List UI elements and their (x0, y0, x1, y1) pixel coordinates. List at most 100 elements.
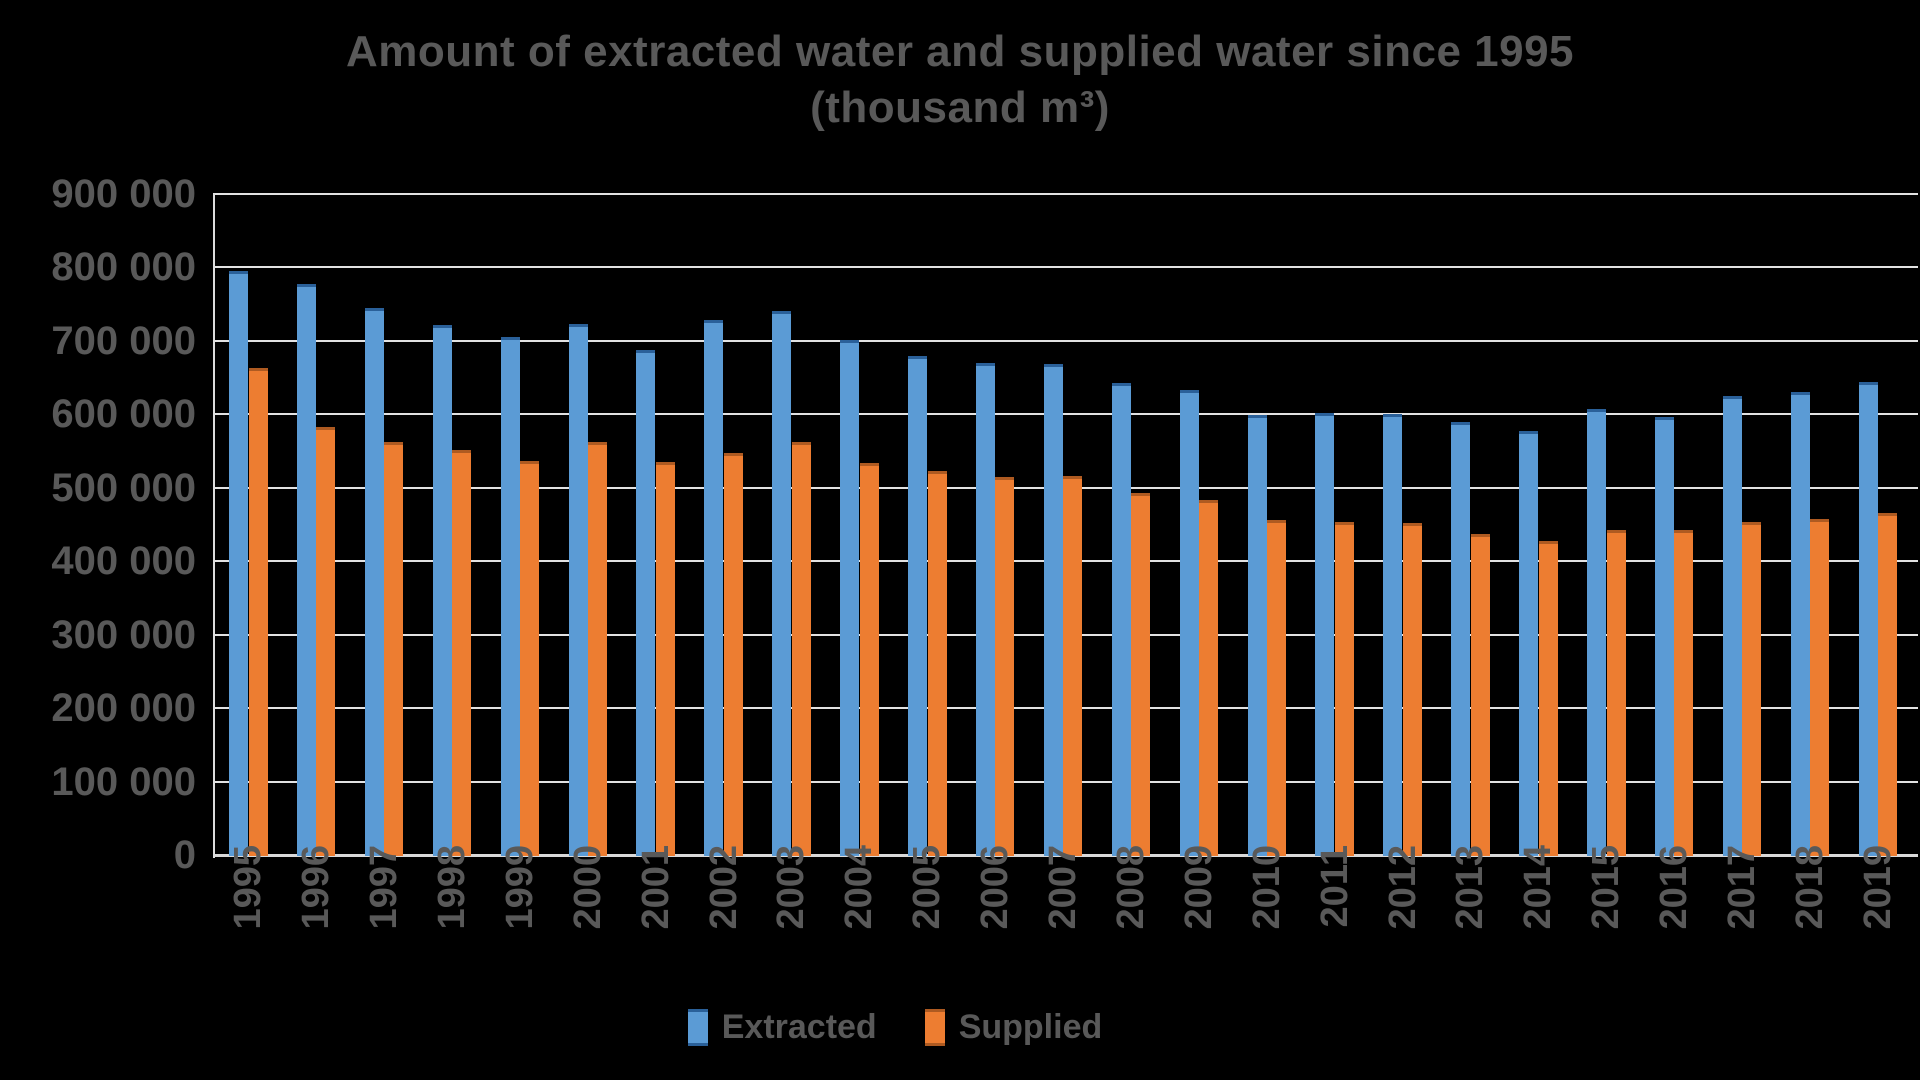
bar-extracted-1998 (432, 324, 452, 856)
y-axis-tick-label: 500 000 (51, 465, 196, 510)
legend-item-extracted: Extracted (687, 1008, 877, 1047)
y-axis-line (213, 194, 215, 858)
bar-supplied-2005 (927, 470, 947, 856)
legend-extracted-label: Extracted (721, 1008, 877, 1046)
bar-supplied-2013 (1470, 534, 1490, 856)
bar-supplied-2001 (655, 462, 675, 856)
x-axis-tick-label-2004: 2004 (838, 845, 881, 930)
legend-supplied-label: Supplied (958, 1008, 1103, 1046)
x-axis-tick-label-2018: 2018 (1788, 845, 1831, 930)
x-axis-tick-label-2011: 2011 (1313, 845, 1356, 928)
x-axis-tick-label-1996: 1996 (295, 845, 338, 930)
bar-extracted-2001 (636, 349, 656, 856)
x-axis-tick-label-2002: 2002 (702, 845, 745, 930)
bar-supplied-2014 (1538, 540, 1558, 856)
x-axis-tick-label-2013: 2013 (1449, 845, 1492, 930)
chart-legend: Extracted Supplied (0, 1008, 1790, 1047)
bar-supplied-2004 (859, 462, 879, 856)
bar-supplied-1995 (248, 368, 268, 856)
x-axis-tick-label-2001: 2001 (634, 845, 677, 930)
bar-extracted-2010 (1247, 415, 1267, 856)
bar-extracted-2012 (1383, 414, 1403, 856)
legend-item-supplied: Supplied (924, 1008, 1103, 1047)
x-axis-tick-label-1995: 1995 (227, 845, 270, 930)
x-axis-tick-label-2014: 2014 (1517, 845, 1560, 930)
y-axis-tick-label: 0 (173, 833, 196, 877)
bar-extracted-1995 (229, 271, 248, 856)
bar-supplied-2010 (1267, 520, 1286, 856)
gridline-800000 (213, 266, 1918, 269)
bar-supplied-1998 (452, 450, 472, 856)
bar-extracted-2007 (1043, 364, 1063, 856)
gridline-600000 (213, 413, 1918, 416)
bar-supplied-2015 (1606, 529, 1626, 856)
bar-supplied-2000 (588, 442, 607, 856)
chart-title: Amount of extracted water and supplied w… (0, 24, 1920, 136)
y-axis-tick-label: 700 000 (51, 318, 196, 363)
bar-supplied-2003 (791, 442, 811, 856)
x-axis-tick-label-2010: 2010 (1245, 845, 1288, 930)
bar-supplied-2006 (995, 477, 1015, 856)
bar-supplied-1997 (384, 442, 404, 856)
chart-title-line1: Amount of extracted water and supplied w… (345, 27, 1575, 76)
bar-extracted-2014 (1519, 431, 1539, 856)
bar-extracted-2002 (704, 319, 724, 856)
bar-supplied-2002 (723, 452, 743, 856)
bar-extracted-2011 (1315, 412, 1335, 856)
bar-supplied-2019 (1878, 512, 1898, 856)
x-axis-tick-label-2005: 2005 (906, 845, 949, 930)
x-axis-tick-label-2000: 2000 (566, 845, 609, 930)
bar-extracted-2013 (1451, 421, 1471, 856)
x-axis-tick-label-2016: 2016 (1653, 845, 1696, 930)
bar-extracted-2018 (1790, 392, 1810, 856)
bar-supplied-2009 (1199, 499, 1219, 856)
gridline-900000 (213, 193, 1918, 195)
bar-supplied-2012 (1402, 523, 1422, 856)
y-axis-tick-label: 900 000 (51, 172, 196, 216)
x-axis-tick-label-2007: 2007 (1042, 845, 1085, 930)
legend-extracted-swatch (687, 1009, 708, 1046)
bar-extracted-2000 (568, 323, 588, 856)
bar-extracted-2005 (908, 355, 927, 856)
x-axis-tick-label-2008: 2008 (1109, 845, 1152, 930)
y-axis-tick-label: 200 000 (51, 686, 196, 731)
bar-extracted-2006 (975, 362, 995, 856)
bar-extracted-1999 (500, 337, 520, 856)
x-axis-tick-label-2003: 2003 (770, 845, 813, 930)
bar-extracted-2016 (1654, 416, 1674, 856)
bar-supplied-2011 (1334, 521, 1354, 856)
legend-supplied-swatch (924, 1009, 945, 1046)
bar-extracted-2019 (1858, 382, 1878, 856)
bar-extracted-2003 (772, 310, 792, 856)
bar-extracted-2017 (1722, 395, 1742, 856)
bar-supplied-2016 (1674, 529, 1694, 856)
bar-extracted-1997 (364, 307, 384, 856)
x-axis-tick-label-2015: 2015 (1585, 845, 1628, 930)
bar-extracted-2015 (1587, 409, 1606, 856)
y-axis-tick-label: 400 000 (51, 539, 196, 584)
x-axis-tick-label-1997: 1997 (363, 845, 406, 930)
bar-extracted-2009 (1179, 390, 1199, 856)
bar-extracted-2004 (840, 340, 860, 856)
bar-supplied-2007 (1063, 476, 1083, 856)
bar-supplied-2017 (1742, 521, 1762, 856)
x-axis-tick-label-2009: 2009 (1177, 845, 1220, 930)
chart-title-line2: (thousand m³) (810, 83, 1110, 132)
y-axis-tick-label: 600 000 (51, 392, 196, 437)
x-axis-tick-label-2012: 2012 (1381, 845, 1424, 930)
y-axis-tick-label: 800 000 (51, 245, 196, 290)
x-axis-tick-label-2006: 2006 (974, 845, 1017, 930)
x-axis-tick-label-1998: 1998 (430, 845, 473, 930)
y-axis-tick-label: 100 000 (51, 759, 196, 804)
x-axis-tick-label-2017: 2017 (1721, 845, 1764, 930)
bar-supplied-1996 (316, 426, 336, 856)
bar-extracted-2008 (1111, 382, 1131, 856)
y-axis-tick-label: 300 000 (51, 612, 196, 657)
x-axis-tick-label-2019: 2019 (1856, 845, 1899, 930)
bar-extracted-1996 (296, 284, 316, 856)
x-axis-tick-label-1999: 1999 (498, 845, 541, 930)
bar-supplied-2008 (1131, 492, 1151, 856)
gridline-700000 (213, 339, 1918, 342)
bar-supplied-2018 (1810, 519, 1830, 856)
